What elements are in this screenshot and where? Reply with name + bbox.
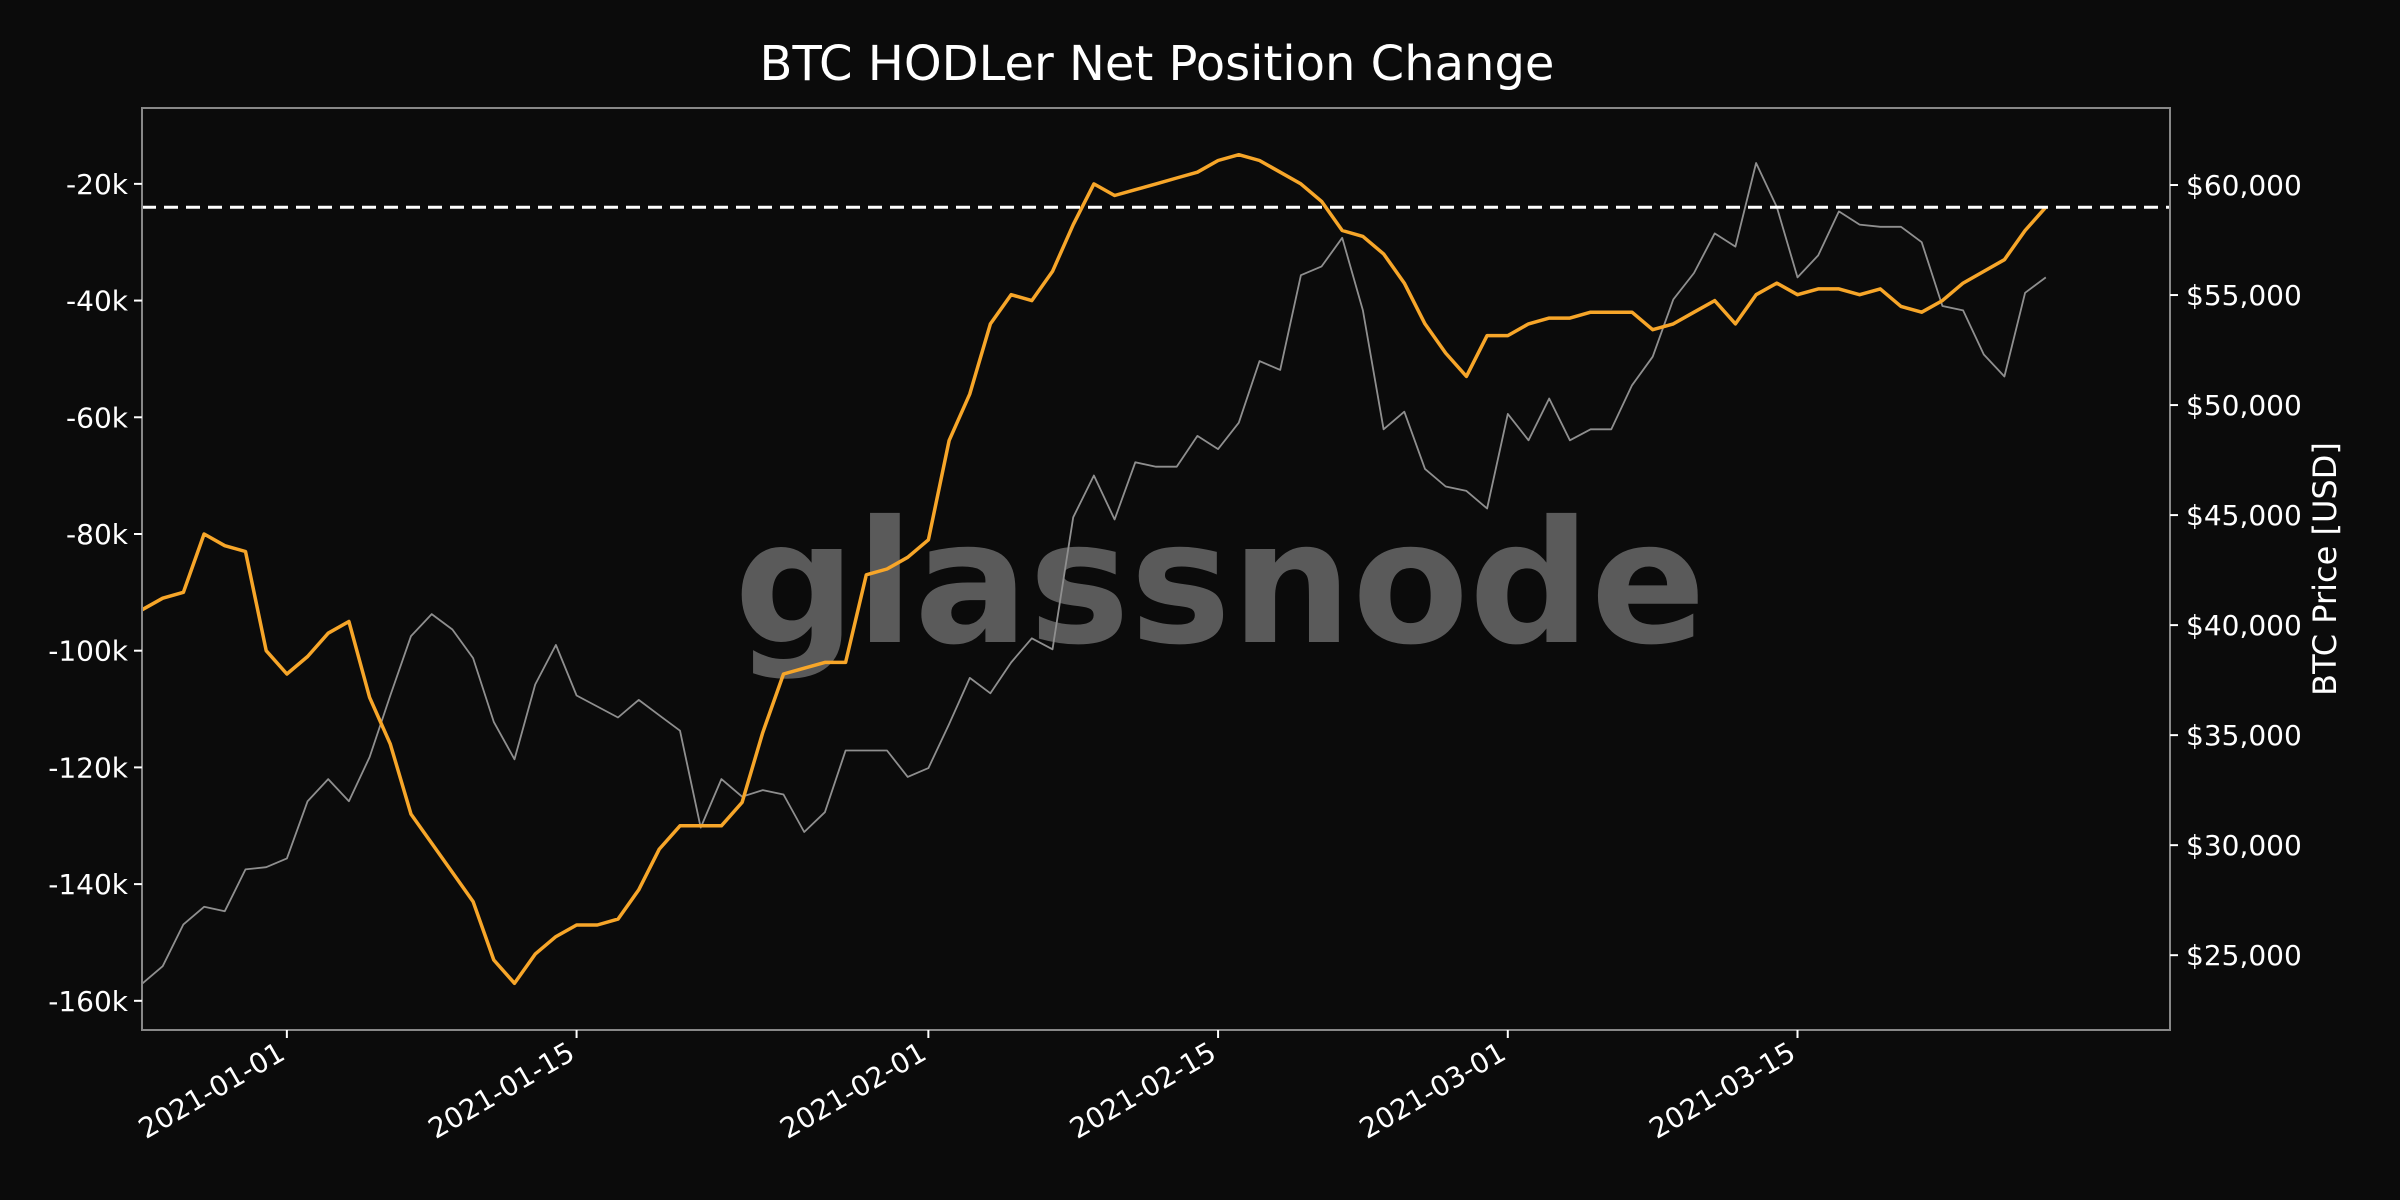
y-left-tick-label: -60k bbox=[66, 401, 129, 434]
price-series-layer bbox=[141, 162, 2047, 985]
y-axis-right: $25,000 $30,000 $35,000 $40,000 $45,000 $50,0… bbox=[2170, 169, 2302, 972]
y-right-tick-label: $50,000 bbox=[2186, 389, 2302, 422]
y-right-tick-label: $55,000 bbox=[2186, 279, 2302, 312]
y-left-tick-label: -80k bbox=[66, 518, 129, 551]
chart-title: BTC HODLer Net Position Change bbox=[760, 36, 1555, 92]
y-right-tick-label: $60,000 bbox=[2186, 169, 2302, 202]
y-axis-left: -20k -40k -60k -80k -100k -120k -140k -160k bbox=[48, 168, 142, 1018]
y-right-tick-label: $30,000 bbox=[2186, 829, 2302, 862]
y-right-tick-label: $25,000 bbox=[2186, 939, 2302, 972]
watermark: glassnode bbox=[734, 485, 1706, 683]
y-left-tick-label: -120k bbox=[48, 751, 129, 784]
hodl-series-layer bbox=[141, 152, 2048, 986]
y-left-tick-label: -140k bbox=[48, 868, 129, 901]
y-left-tick-label: -160k bbox=[48, 985, 129, 1018]
btc-price-line bbox=[141, 162, 2047, 985]
y-left-tick-label: -40k bbox=[66, 285, 129, 318]
y-right-tick-label: $35,000 bbox=[2186, 719, 2302, 752]
right-axis-label: BTC Price [USD] bbox=[2306, 442, 2344, 696]
hodl-net-position-line bbox=[141, 152, 2048, 986]
plot-frame bbox=[141, 107, 2171, 1031]
watermark-layer: glassnode bbox=[734, 485, 1706, 683]
y-left-tick-label: -20k bbox=[66, 168, 129, 201]
y-left-tick-label: -100k bbox=[48, 635, 129, 668]
y-right-tick-label: $45,000 bbox=[2186, 499, 2302, 532]
y-right-tick-label: $40,000 bbox=[2186, 609, 2302, 642]
